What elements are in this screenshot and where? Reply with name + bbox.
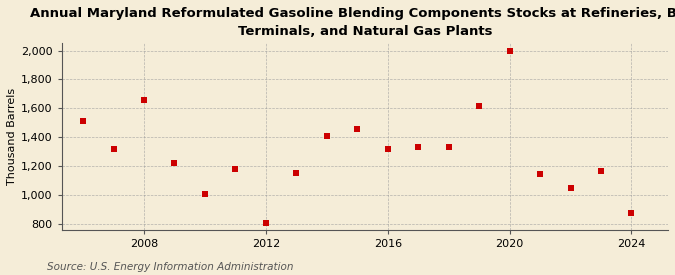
- Point: [504, 49, 515, 53]
- Point: [565, 186, 576, 190]
- Title: Annual Maryland Reformulated Gasoline Blending Components Stocks at Refineries, : Annual Maryland Reformulated Gasoline Bl…: [30, 7, 675, 38]
- Point: [230, 167, 241, 171]
- Point: [321, 134, 332, 138]
- Text: Source: U.S. Energy Information Administration: Source: U.S. Energy Information Administ…: [47, 262, 294, 272]
- Point: [443, 145, 454, 150]
- Point: [595, 169, 606, 174]
- Point: [291, 171, 302, 176]
- Point: [169, 160, 180, 165]
- Point: [535, 172, 545, 176]
- Point: [413, 145, 424, 150]
- Point: [138, 98, 149, 103]
- Point: [108, 147, 119, 151]
- Point: [261, 221, 271, 226]
- Point: [382, 147, 393, 151]
- Point: [78, 119, 88, 123]
- Y-axis label: Thousand Barrels: Thousand Barrels: [7, 88, 17, 185]
- Point: [352, 126, 362, 131]
- Point: [474, 104, 485, 108]
- Point: [200, 191, 211, 196]
- Point: [626, 211, 637, 215]
